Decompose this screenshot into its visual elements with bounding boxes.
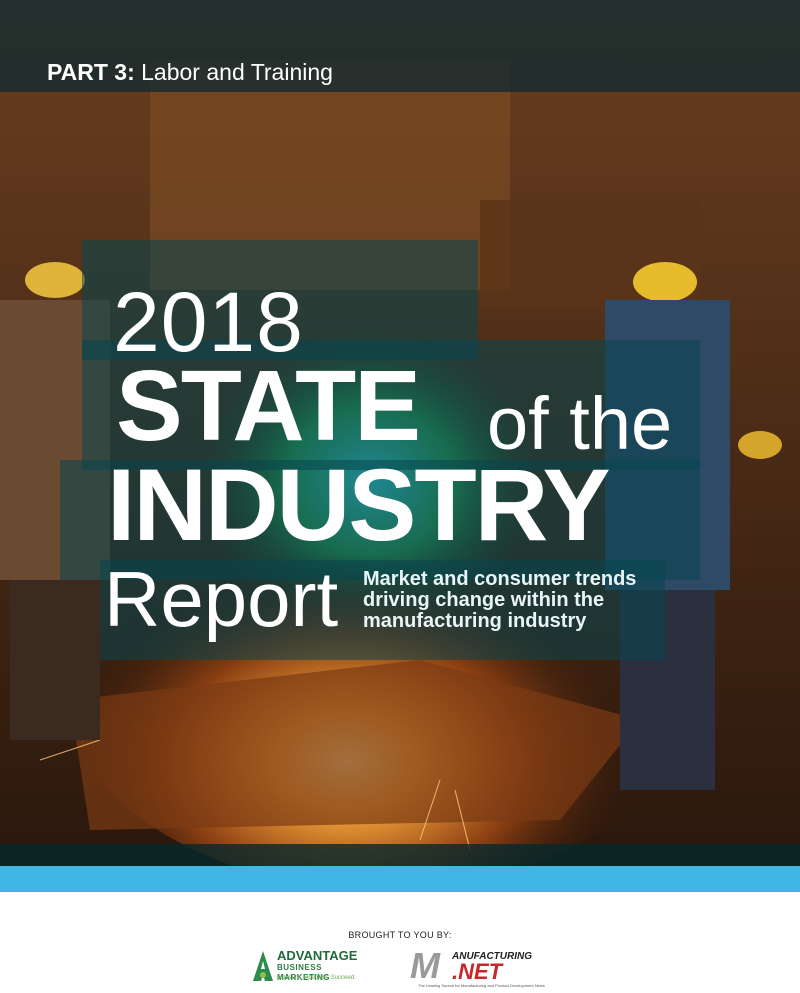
mnet-m: M <box>410 945 440 986</box>
advantage-logo: ADVANTAGE BUSINESS MARKETING Measure. Op… <box>251 949 371 985</box>
title-year: 2018 <box>113 275 304 369</box>
title-industry: INDUSTRY <box>107 448 611 562</box>
title-state: STATE <box>116 350 421 462</box>
advantage-name: ADVANTAGE <box>277 948 358 963</box>
cover-tagline: Market and consumer trends driving chang… <box>363 568 637 632</box>
title-report: Report <box>104 555 339 643</box>
title-overlay-bottom <box>100 560 665 660</box>
accent-stripe <box>0 866 800 892</box>
mnet-anufacturing: ANUFACTURING <box>452 951 532 962</box>
advantage-a-icon <box>253 951 273 981</box>
title-of-the: of the <box>487 382 673 465</box>
part-heading: PART 3: Labor and Training <box>47 58 333 86</box>
part-label: PART 3: <box>47 59 135 85</box>
mnet-net: .NET <box>452 959 503 984</box>
brought-to-you-label: BROUGHT TO YOU BY: <box>348 930 452 940</box>
part-title: Labor and Training <box>141 59 333 85</box>
cover-image: PART 3: Labor and Training 2018 STATE of… <box>0 0 800 866</box>
manufacturing-net-logo: M ANUFACTURING .NET The Leading Source f… <box>410 945 545 989</box>
title-overlay-mid <box>82 340 700 470</box>
advantage-sub: BUSINESS MARKETING <box>277 963 330 982</box>
dark-band <box>0 844 800 866</box>
mnet-tagline: The Leading Source for Manufacturing and… <box>418 983 545 988</box>
top-band <box>0 0 800 92</box>
advantage-tagline: Measure. Optimize. Succeed. <box>277 975 356 981</box>
